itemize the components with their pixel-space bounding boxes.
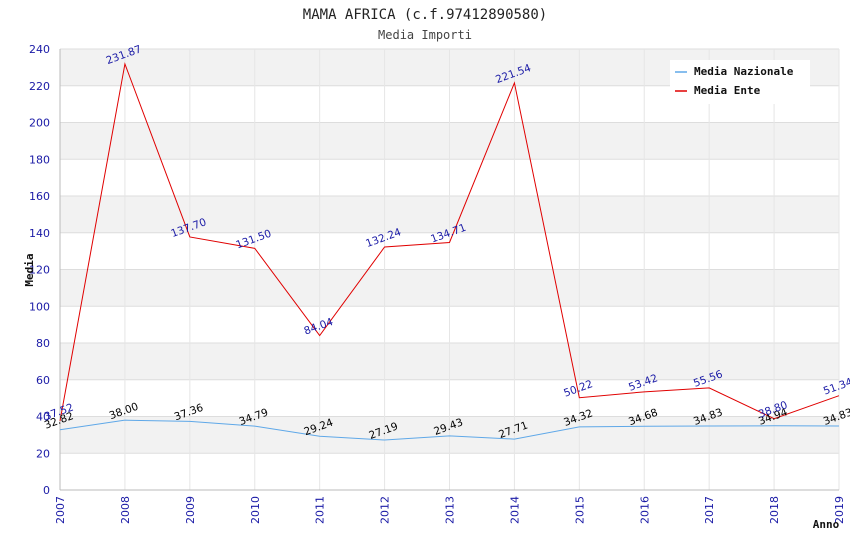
chart-subtitle: Media Importi xyxy=(378,28,472,42)
y-tick-label: 40 xyxy=(36,411,50,424)
y-tick-label: 220 xyxy=(29,80,50,93)
y-tick-label: 180 xyxy=(29,153,50,166)
x-tick-label: 2013 xyxy=(444,496,457,524)
x-tick-label: 2009 xyxy=(184,496,197,524)
y-tick-label: 200 xyxy=(29,117,50,130)
y-axis-label: Media xyxy=(23,253,36,286)
x-tick-label: 2017 xyxy=(703,496,716,524)
legend: Media Nazionale Media Ente xyxy=(670,60,810,104)
x-tick-label: 2018 xyxy=(768,496,781,524)
x-tick-label: 2011 xyxy=(314,496,327,524)
y-tick-label: 100 xyxy=(29,300,50,313)
series-lines xyxy=(59,62,840,441)
x-tick-label: 2012 xyxy=(379,496,392,524)
chart-title: MAMA AFRICA (c.f.97412890580) xyxy=(303,7,547,23)
x-tick-label: 2014 xyxy=(508,496,521,524)
y-tick-label: 240 xyxy=(29,43,50,56)
x-tick-labels: 2007 2008 2009 2010 2011 2012 2013 2014 2015 2016… xyxy=(54,496,846,524)
x-axis-label: Anno xyxy=(813,518,840,531)
x-tick-label: 2019 xyxy=(833,496,846,524)
legend-box xyxy=(670,60,810,104)
y-tick-label: 160 xyxy=(29,190,50,203)
y-tick-label: 0 xyxy=(43,484,50,497)
y-tick-label: 80 xyxy=(36,337,50,350)
y-tick-label: 60 xyxy=(36,374,50,387)
gridlines xyxy=(59,48,840,491)
x-tick-label: 2015 xyxy=(573,496,586,524)
y-tick-label: 120 xyxy=(29,264,50,277)
x-tick-label: 2007 xyxy=(54,496,67,524)
y-tick-label: 20 xyxy=(36,447,50,460)
y-tick-label: 140 xyxy=(29,227,50,240)
x-tick-label: 2008 xyxy=(119,496,132,524)
series-line-media-ente xyxy=(59,62,840,422)
legend-label-media-ente: Media Ente xyxy=(694,84,761,97)
x-tick-label: 2010 xyxy=(249,496,262,524)
series-line-media-nazionale xyxy=(59,419,840,441)
y-tick-labels: 0 20 40 60 80 100 120 140 160 180 200 220 240 xyxy=(29,43,50,497)
x-tick-label: 2016 xyxy=(638,496,651,524)
legend-label-media-nazionale: Media Nazionale xyxy=(694,65,794,78)
